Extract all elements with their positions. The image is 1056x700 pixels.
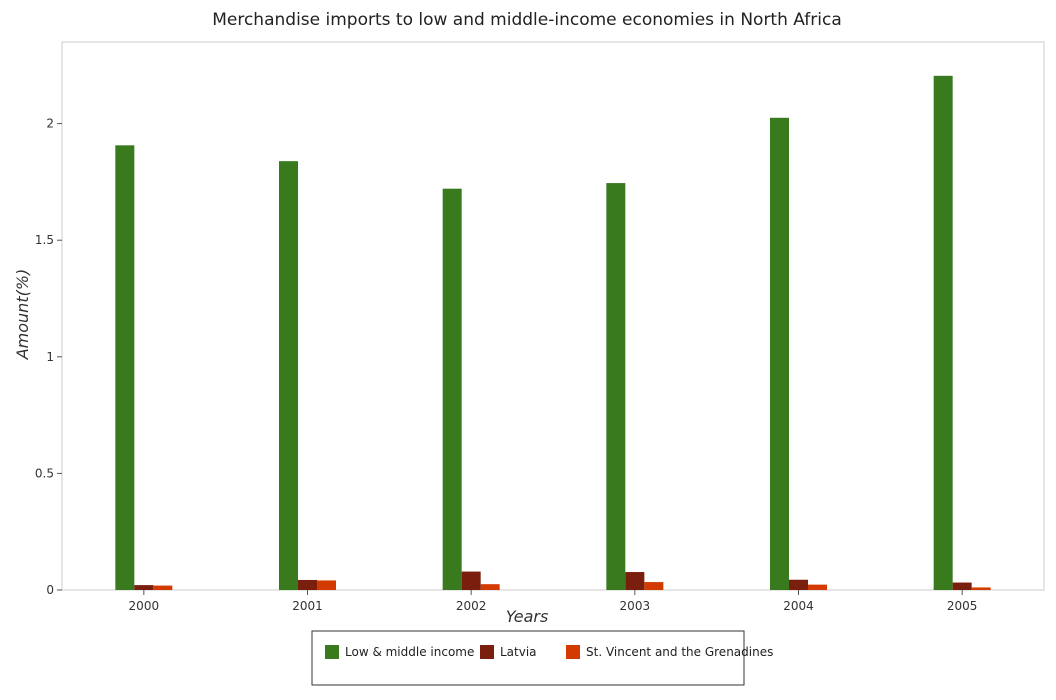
- bar-latvia-2004: [789, 579, 808, 590]
- y-axis: 0 0.5 1 1.5 2: [35, 117, 62, 597]
- x-tick-label: 2003: [620, 599, 651, 613]
- x-axis: 2000 2001 2002 2003 2004 2005: [129, 590, 978, 613]
- x-tick-label: 2001: [292, 599, 323, 613]
- bar-latvia-2000: [134, 585, 154, 590]
- x-tick-label: 2005: [947, 599, 978, 613]
- bar-low-middle-income-2005: [933, 75, 953, 591]
- bar-latvia-2001: [298, 579, 317, 590]
- bar-st-vincent-and-the-grenadines-2002: [480, 584, 500, 590]
- legend-swatch: [325, 645, 339, 659]
- legend-label: St. Vincent and the Grenadines: [586, 645, 773, 659]
- legend-box: [311, 630, 745, 686]
- plot-frame: [61, 41, 1045, 591]
- bar-latvia-2005: [952, 582, 972, 590]
- bar-st-vincent-and-the-grenadines-2004: [808, 584, 827, 590]
- bar-low-middle-income-2003: [606, 183, 626, 590]
- y-tick-label: 0: [46, 583, 54, 597]
- legend: Low & middle income Latvia St. Vincent and…: [311, 630, 773, 686]
- legend-label: Latvia: [500, 645, 537, 659]
- bar-low-middle-income-2002: [442, 188, 462, 591]
- legend-label: Low & middle income: [345, 645, 474, 659]
- x-tick-label: 2002: [456, 599, 487, 613]
- bar-st-vincent-and-the-grenadines-2005: [971, 587, 991, 590]
- legend-swatch: [566, 645, 580, 659]
- x-tick-label: 2000: [129, 599, 160, 613]
- y-axis-label: Amount(%): [13, 269, 32, 361]
- bar-st-vincent-and-the-grenadines-2000: [153, 585, 173, 590]
- y-tick-label: 2: [46, 117, 54, 131]
- bar-latvia-2003: [625, 572, 645, 590]
- bar-low-middle-income-2001: [279, 161, 298, 590]
- x-tick-label: 2004: [783, 599, 814, 613]
- y-tick-label: 1: [46, 350, 54, 364]
- bar-latvia-2002: [461, 571, 481, 590]
- chart-title: Merchandise imports to low and middle-in…: [212, 10, 842, 30]
- y-tick-label: 0.5: [35, 466, 54, 480]
- plot-area: [61, 41, 1045, 591]
- x-axis-label: Years: [506, 607, 549, 626]
- bar-st-vincent-and-the-grenadines-2001: [317, 580, 336, 590]
- bar-low-middle-income-2000: [115, 145, 135, 590]
- bar-low-middle-income-2004: [770, 117, 789, 590]
- y-tick-label: 1.5: [35, 233, 54, 247]
- bar-st-vincent-and-the-grenadines-2003: [644, 582, 664, 590]
- legend-swatch: [480, 645, 494, 659]
